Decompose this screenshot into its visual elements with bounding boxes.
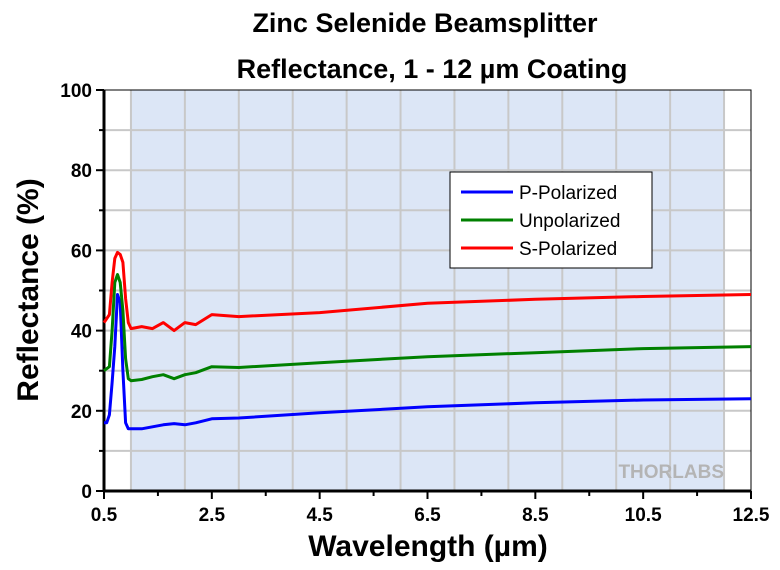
legend: P-Polarized Unpolarized S-Polarized: [449, 171, 653, 269]
x-tick-label: 8.5: [522, 505, 549, 526]
legend-label: S-Polarized: [519, 239, 617, 260]
x-tick-label: 12.5: [733, 505, 770, 526]
chart-title-line-2: Reflectance, 1 - 12 µm Coating: [237, 54, 628, 84]
y-tick-label: 40: [71, 322, 92, 343]
legend-label: Unpolarized: [519, 211, 620, 232]
x-tick-label: 0.5: [91, 505, 118, 526]
x-tick-label: 4.5: [306, 505, 333, 526]
series-line-unpolarized: [103, 273, 752, 383]
y-tick-label: 100: [60, 81, 92, 102]
y-tick-label: 20: [71, 402, 92, 423]
y-tick-label: 0: [81, 482, 92, 503]
series-line-s-polarized: [102, 250, 752, 333]
x-tick-label: 10.5: [625, 505, 662, 526]
x-tick-label: 2.5: [199, 505, 226, 526]
thorlabs-watermark: THORLABS: [618, 462, 724, 483]
chart-title-line-1: Zinc Selenide Beamsplitter: [252, 8, 598, 38]
y-tick-label: 80: [71, 161, 92, 182]
y-axis-label: Reflectance (%): [12, 178, 45, 401]
y-tick-label: 60: [71, 241, 92, 262]
x-tick-label: 6.5: [414, 505, 441, 526]
legend-label: P-Polarized: [519, 183, 617, 204]
x-axis-label: Wavelength (µm): [308, 530, 548, 563]
series-line-p-polarized: [104, 293, 752, 431]
